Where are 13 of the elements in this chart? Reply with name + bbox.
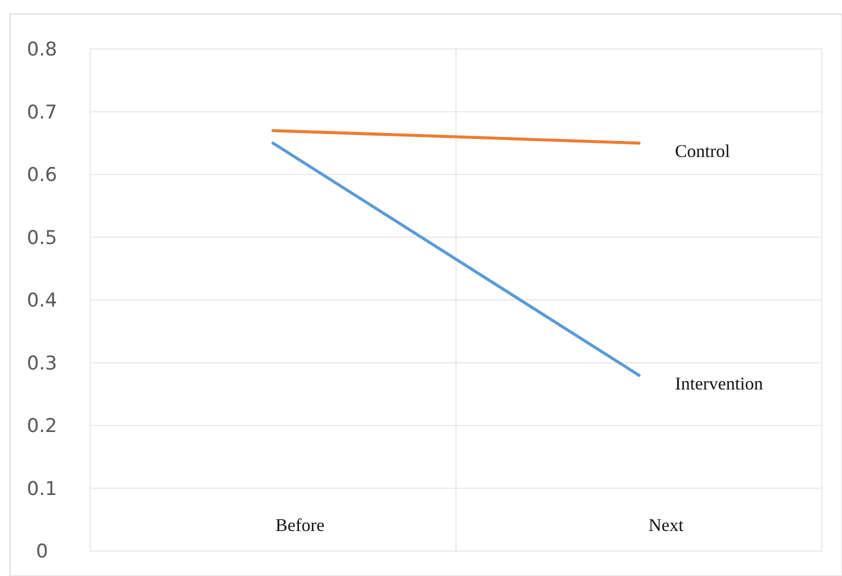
y-tick-label: 0.1 [26,478,58,500]
y-tick-label: 0.8 [26,38,58,61]
x-tick-label: Next [648,515,684,535]
y-tick-label: 0.4 [26,290,58,312]
y-tick-label: 0.5 [26,226,58,249]
y-tick-label: 0.7 [26,101,58,124]
y-tick-label: 0.2 [26,415,58,438]
text: Intervention [675,373,763,394]
x-tick-label: Before [276,515,324,535]
text: Control [675,141,730,162]
y-tick-label: 0 [36,540,48,563]
y-tick-label: 0.6 [26,164,58,186]
y-tick-label: 0.3 [26,352,58,374]
